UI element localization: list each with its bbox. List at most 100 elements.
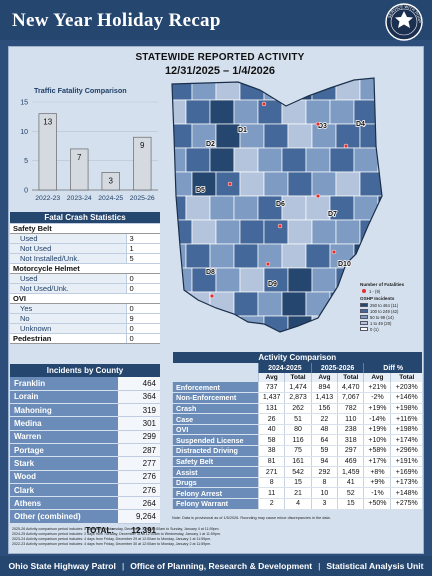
county-shape [172,171,193,197]
county-value: 287 [118,443,160,458]
activity-label: Case [172,413,259,425]
y-tick-label: 0 [24,188,28,195]
county-shape [215,315,241,332]
activity-value: 262 [284,403,312,415]
section-pedestrian: Pedestrian [10,333,126,344]
activity-row: Enforcement 737 1,474 894 4,470 +21% +203% [172,382,422,394]
county-name: Stark [10,456,118,471]
county-shape [191,78,217,101]
county-name: Lorain [10,390,118,405]
county-name: Mahoning [10,403,118,418]
county-row: Athens 264 [10,496,160,511]
row-value: 1 [125,243,160,254]
bar [38,113,57,191]
legend-range: 250 to 464 (11) [370,302,399,308]
table-row: No 9 [10,313,160,324]
county-shape [281,291,307,317]
county-shape [408,124,424,148]
activity-value: 542 [284,466,312,478]
county-shape [329,291,355,317]
activity-label: Safety Belt [172,456,259,468]
table-row: Used 3 [10,233,160,244]
fatality-chart: Traffic Fatality Comparison 0 5 10 15 13 202… [20,86,158,202]
activity-row: Safety Belt 81 161 94 469 +17% +191% [172,456,422,468]
county-shape [209,99,235,125]
county-shape [377,147,382,173]
category-label: 2025-26 [130,195,155,202]
sub-header: Total [337,373,364,382]
county-shape [353,243,379,269]
activity-value: 75 [284,445,312,457]
county-shape [402,244,424,268]
activity-value: +173% [390,477,422,489]
activity-value: -14% [363,413,391,425]
activity-value: +198% [390,424,422,436]
row-value: 0 [125,323,160,334]
row-value: 0 [125,303,160,314]
activity-value: +296% [390,445,422,457]
data-label: 3 [109,176,114,185]
ohio-county-map: D1 D2 D3 D4 D5 D6 D7 D8 D9 D10 [168,77,424,344]
fatality-dot-icon [209,293,215,299]
county-shape [263,171,289,197]
county-shape [257,195,283,221]
county-shape [168,340,186,344]
county-row: Clark 276 [10,483,160,498]
county-shape [282,340,306,344]
activity-value: 737 [257,382,285,394]
data-label: 9 [140,141,145,150]
activity-row: Non-Enforcement 1,437 2,873 1,413 7,067 -2% +1… [172,392,422,404]
activity-title: Activity Comparison [172,352,422,363]
activity-value: 7,067 [337,392,364,404]
activity-value: 1,413 [310,392,338,404]
county-name: Franklin [10,377,118,391]
footer-unit: Statistical Analysis Unit [326,561,424,571]
activity-label: Assist [172,466,259,478]
activity-value: 2 [257,498,285,510]
group-header: Diff % [363,363,422,373]
row-label: Not Installed/Unk. [10,253,126,264]
county-row: Other (combined) 9,264 [10,509,160,524]
district-label: D9 [268,281,277,288]
statewide-heading: STATEWIDE REPORTED ACTIVITY 12/31/2025 –… [100,52,340,77]
legend-swatch [360,315,368,319]
activity-value: +58% [363,445,391,457]
sub-header: Avg [257,373,285,382]
county-shape [377,99,382,125]
county-shape [311,267,337,293]
county-shape [305,195,331,221]
county-shape [209,243,235,269]
county-shape [384,124,408,148]
county-shape [191,219,217,245]
district-label: D4 [356,121,365,128]
group-header: 2024-2025 [258,363,312,373]
data-note: Note: Data is provisional as of 1/5/2026… [172,516,331,520]
activity-value: 4 [284,498,312,510]
activity-value: 238 [337,424,364,436]
county-shape [215,267,241,293]
county-shape [191,315,217,332]
county-shape [210,340,234,344]
county-shape [305,243,331,269]
county-value: 264 [118,496,160,511]
activity-value: +174% [390,434,422,447]
activity-row: Assist 271 542 292 1,459 +8% +169% [172,466,422,478]
county-shape [215,78,241,101]
activity-value: +191% [390,456,422,468]
county-row: Warren 299 [10,430,160,444]
activity-label: Distracted Driving [172,445,259,457]
legend-range: 50 to 99 (14) [370,314,394,320]
activity-row: Crash 131 262 156 782 +19% +198% [172,403,422,415]
county-shape [402,196,424,220]
row-value: 9 [125,313,160,324]
activity-value: 21 [284,487,312,500]
table-row: Used 0 [10,273,160,284]
row-label: Not Used/Unk. [10,283,126,294]
activity-value: 1,474 [284,382,312,394]
district-label: D1 [238,127,247,134]
section-ovi: OVI [10,293,160,304]
activity-value: 110 [337,413,364,425]
activity-value: 4,470 [337,382,364,394]
district-label: D6 [276,201,285,208]
row-value: 0 [125,333,160,344]
